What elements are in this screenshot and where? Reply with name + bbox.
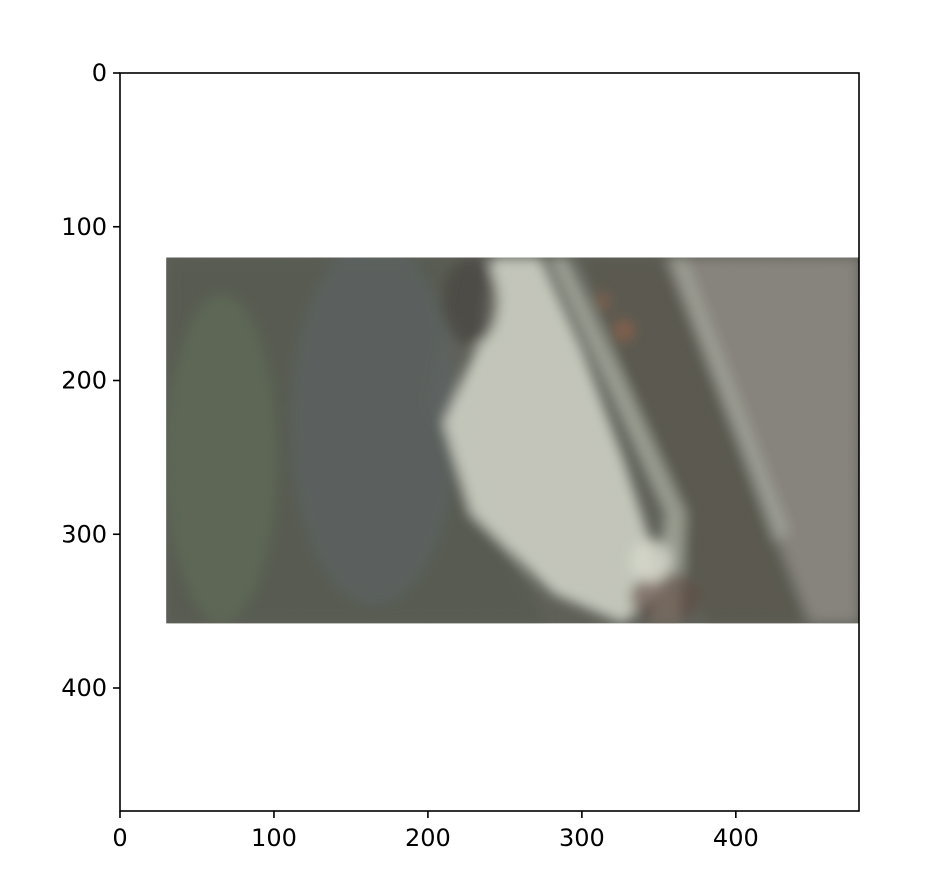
image-grain xyxy=(166,257,859,624)
y-tick-label: 400 xyxy=(61,674,107,702)
x-axis: 0 100 200 300 400 xyxy=(112,811,759,852)
x-tick-label: 200 xyxy=(405,824,451,852)
x-tick-label: 400 xyxy=(713,824,759,852)
y-axis: 0 100 200 300 400 xyxy=(61,59,120,702)
x-tick-label: 0 xyxy=(112,824,127,852)
x-tick-label: 100 xyxy=(251,824,297,852)
y-tick-label: 0 xyxy=(92,59,107,87)
aerial-image xyxy=(166,257,859,624)
y-tick-label: 100 xyxy=(61,213,107,241)
x-tick-label: 300 xyxy=(559,824,605,852)
y-tick-label: 200 xyxy=(61,367,107,395)
axes-frame xyxy=(119,72,860,812)
y-tick-label: 300 xyxy=(61,520,107,548)
